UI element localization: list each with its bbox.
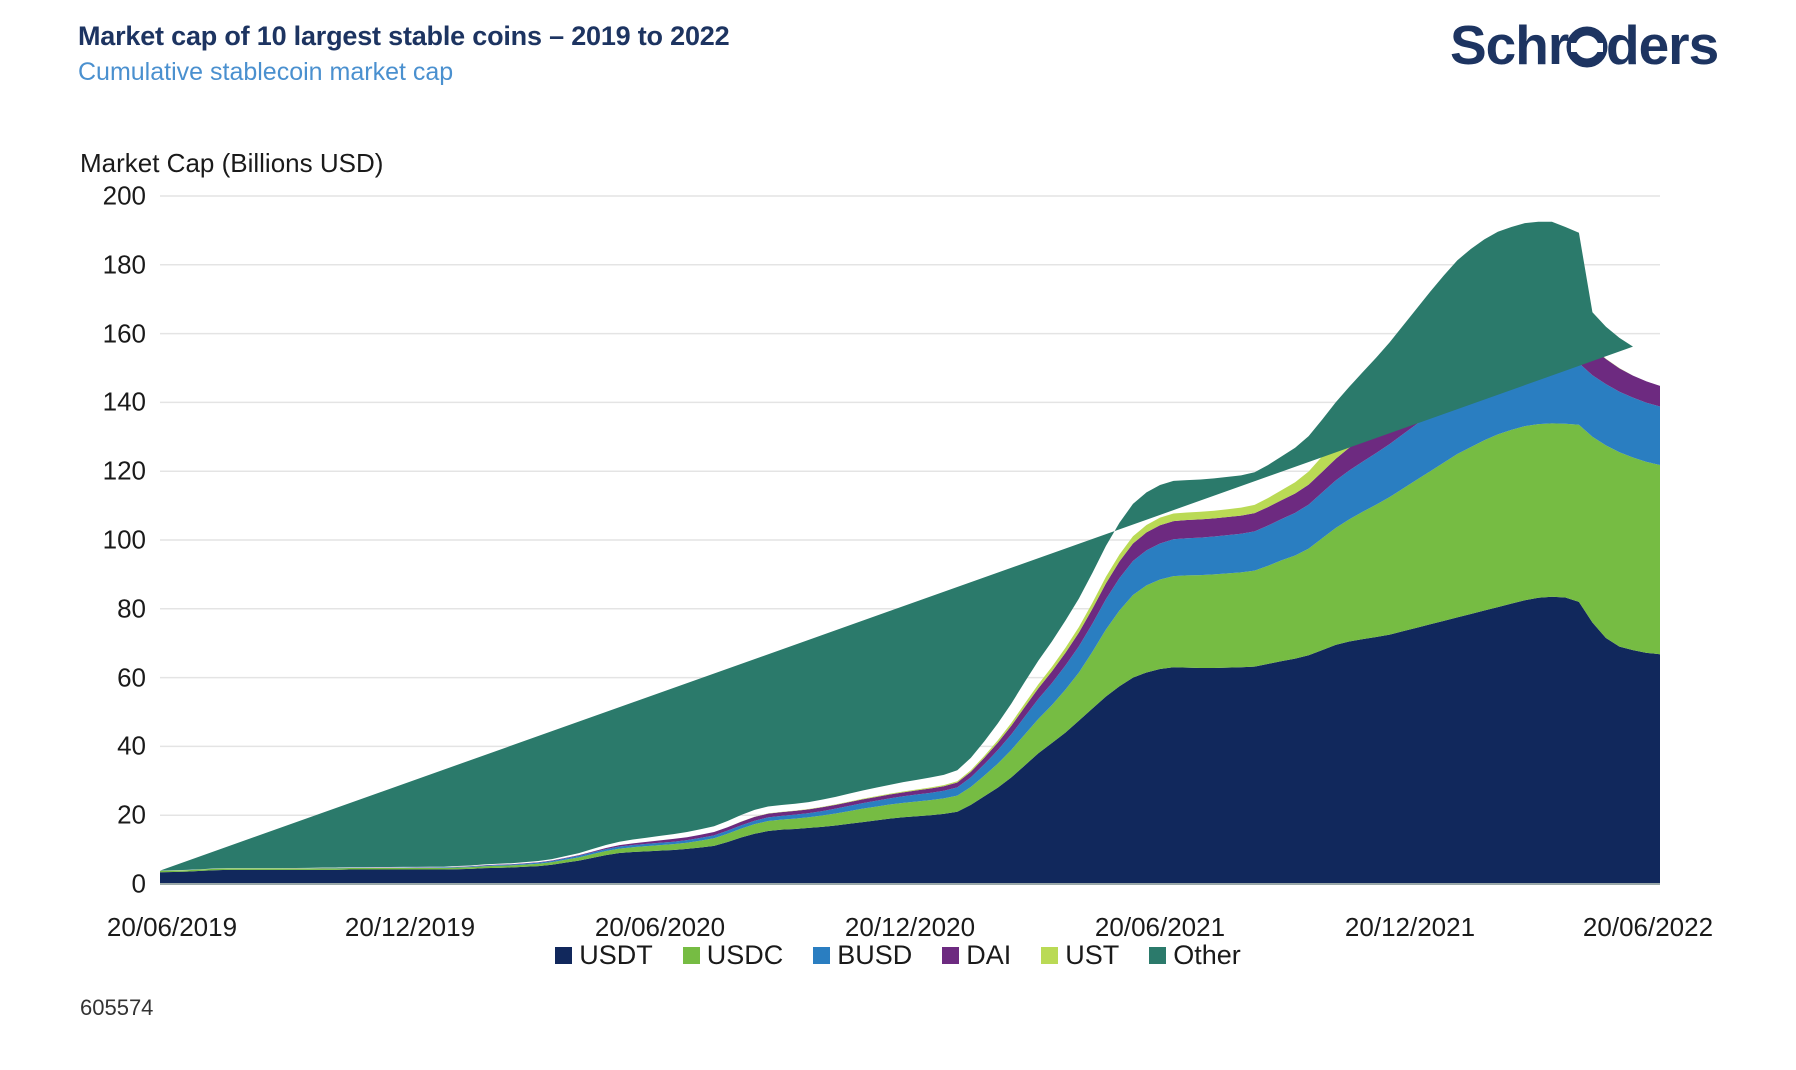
schroders-wordmark-icon: Schr ders xyxy=(1450,17,1719,76)
legend-swatch-icon xyxy=(942,947,960,964)
schroders-logo: Schr ders xyxy=(1450,17,1780,78)
legend-swatch-icon xyxy=(813,947,831,964)
legend-item-dai[interactable]: DAI xyxy=(942,940,1011,971)
legend-label: BUSD xyxy=(837,940,913,970)
area-series-group xyxy=(160,221,1660,884)
y-axis-tick-label: 160 xyxy=(102,318,146,349)
title-block: Market cap of 10 largest stable coins – … xyxy=(78,20,730,88)
x-axis-tick-label: 20/06/2019 xyxy=(106,912,238,942)
y-axis-tick-label: 80 xyxy=(117,593,146,624)
y-axis-tick-label: 60 xyxy=(117,662,146,693)
page-title: Market cap of 10 largest stable coins – … xyxy=(78,21,730,51)
chart-legend: USDT USDC BUSD DAI UST Other xyxy=(0,940,1796,971)
legend-item-usdt[interactable]: USDT xyxy=(555,940,653,971)
document-reference-code: 605574 xyxy=(80,995,154,1020)
y-axis-tick-label: 140 xyxy=(102,386,146,417)
legend-label: USDC xyxy=(706,940,784,970)
x-axis-tick-label: 20/06/2022 xyxy=(1582,912,1714,942)
legend-swatch-icon xyxy=(1149,947,1167,964)
svg-text:ders: ders xyxy=(1606,17,1718,76)
legend-label: Other xyxy=(1173,940,1241,970)
y-axis-tick-label: 0 xyxy=(131,868,146,899)
legend-item-ust[interactable]: UST xyxy=(1041,940,1119,971)
y-axis-tick-label: 120 xyxy=(102,455,146,486)
y-axis-tick-label: 180 xyxy=(102,249,146,280)
page-header: Market cap of 10 largest stable coins – … xyxy=(0,0,1796,110)
x-axis-tick-label: 20/06/2020 xyxy=(594,912,726,942)
plot-area: 200 180 160 140 120 100 80 60 40 20 0 20/06/2019 20… xyxy=(0,110,1796,943)
area-series-busd xyxy=(160,361,1660,871)
y-axis-tick-label: 20 xyxy=(117,799,146,830)
area-series-usdt xyxy=(160,596,1660,884)
svg-text:Schr: Schr xyxy=(1450,17,1569,76)
chart-container: Market Cap (Billions USD) 200 180 160 140 12… xyxy=(0,110,1796,943)
x-axis-tick-label: 20/12/2020 xyxy=(844,912,976,942)
y-axis-title: Market Cap (Billions USD) xyxy=(80,148,384,178)
legend-item-busd[interactable]: BUSD xyxy=(813,940,912,971)
y-axis-tick-label: 200 xyxy=(102,180,146,211)
legend-swatch-icon xyxy=(555,947,573,964)
legend-label: USDT xyxy=(579,940,653,970)
area-series-other xyxy=(160,221,1633,871)
legend-item-usdc[interactable]: USDC xyxy=(682,940,784,971)
x-axis-tick-label: 20/12/2021 xyxy=(1344,912,1476,942)
y-axis-tick-label: 100 xyxy=(102,524,146,555)
legend-item-other[interactable]: Other xyxy=(1149,940,1241,971)
x-axis-tick-label: 20/12/2019 xyxy=(344,912,476,942)
stacked-area-chart xyxy=(160,195,1660,885)
page-subtitle: Cumulative stablecoin market cap xyxy=(78,57,454,86)
area-series-usdc xyxy=(160,423,1660,873)
legend-label: UST xyxy=(1065,940,1120,970)
legend-label: DAI xyxy=(966,940,1012,970)
y-axis-tick-label: 40 xyxy=(117,730,146,761)
x-axis-tick-label: 20/06/2021 xyxy=(1094,912,1226,942)
legend-swatch-icon xyxy=(1041,947,1059,964)
legend-swatch-icon xyxy=(682,947,700,964)
